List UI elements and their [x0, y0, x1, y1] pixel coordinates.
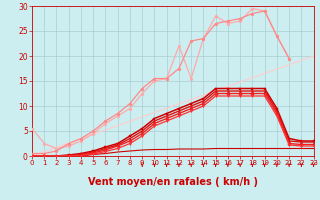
X-axis label: Vent moyen/en rafales ( km/h ): Vent moyen/en rafales ( km/h )	[88, 177, 258, 187]
